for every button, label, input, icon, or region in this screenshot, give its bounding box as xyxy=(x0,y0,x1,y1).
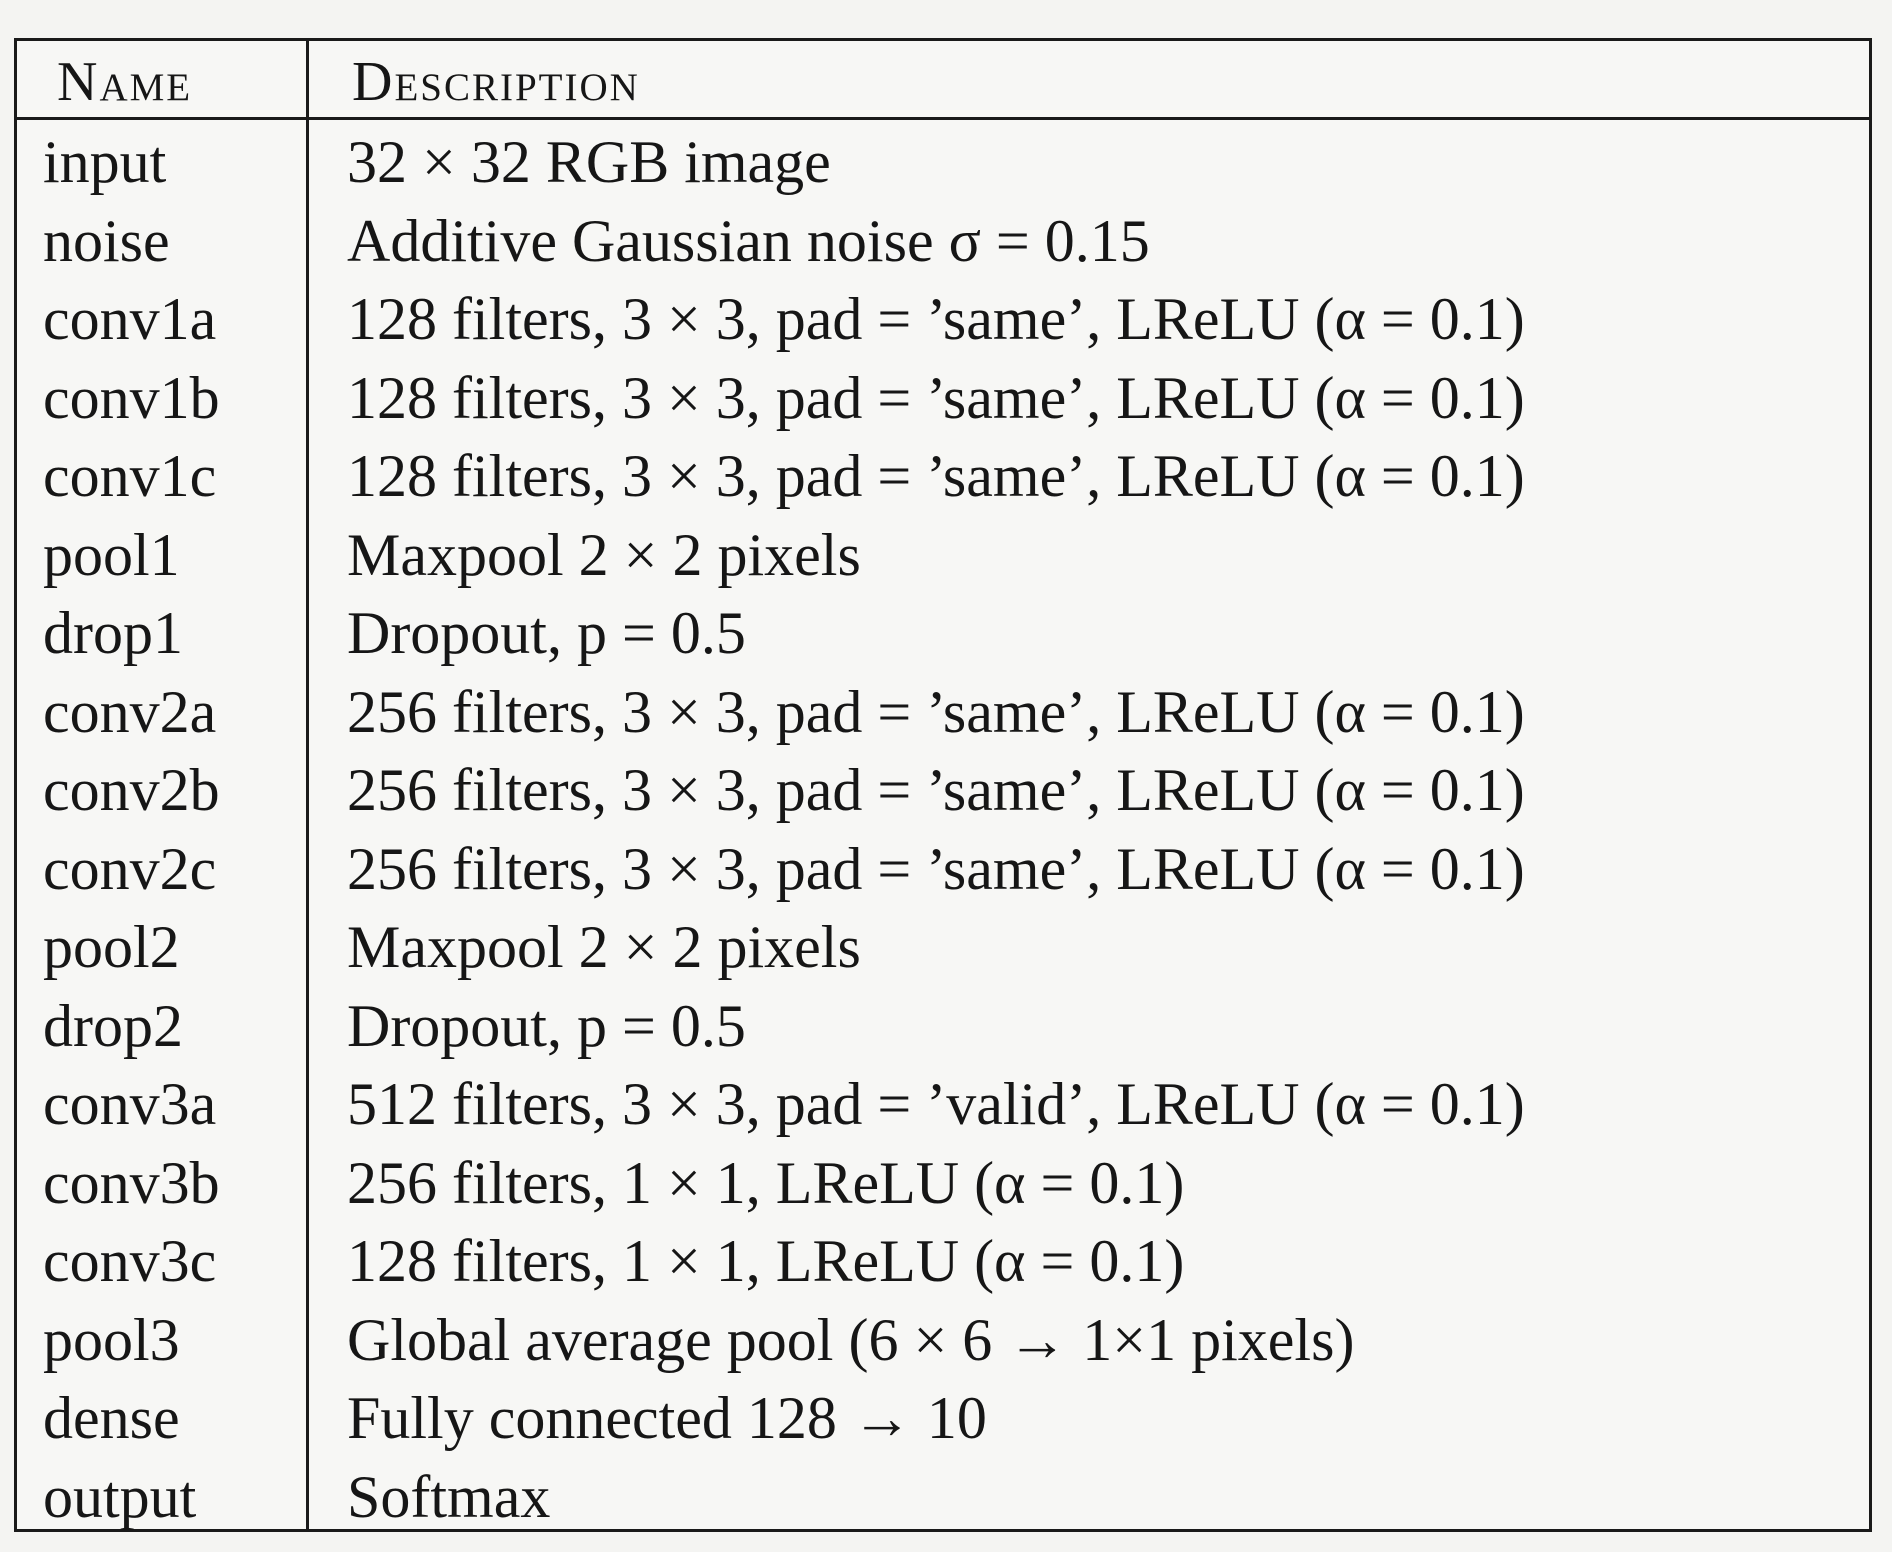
header-description: Description xyxy=(352,51,640,113)
header-rule xyxy=(17,117,1869,120)
layer-name: conv2c xyxy=(43,835,217,902)
layer-description: 512 filters, 3 × 3, pad = ’valid’, LReLU… xyxy=(347,1071,1525,1137)
table-row: conv3c 128 filters, 1 × 1, LReLU (α = 0.… xyxy=(17,1222,1869,1301)
layer-name: pool2 xyxy=(43,914,180,980)
layer-table: Name Description input 32 × 32 RGB image… xyxy=(14,38,1872,1532)
layer-name: pool3 xyxy=(43,1306,180,1373)
layer-description: 128 filters, 1 × 1, LReLU (α = 0.1) xyxy=(347,1228,1185,1294)
layer-description: Maxpool 2 × 2 pixels xyxy=(347,914,861,980)
layer-name: conv1c xyxy=(43,443,217,509)
layer-description: 32 × 32 RGB image xyxy=(347,129,831,195)
table-row: conv1c 128 filters, 3 × 3, pad = ’same’,… xyxy=(17,437,1869,516)
layer-description: Fully connected 128 → 10 xyxy=(347,1385,987,1451)
table-row: conv1a 128 filters, 3 × 3, pad = ’same’,… xyxy=(17,280,1869,359)
layer-name: drop2 xyxy=(43,992,183,1059)
layer-description: Additive Gaussian noise σ = 0.15 xyxy=(347,207,1150,274)
layer-name: conv1a xyxy=(43,286,217,352)
table-row: noise Additive Gaussian noise σ = 0.15 xyxy=(17,202,1869,281)
layer-name: conv1b xyxy=(43,364,220,431)
layer-name: input xyxy=(43,129,167,195)
layer-name: dense xyxy=(43,1385,180,1451)
layer-name: conv2a xyxy=(43,678,217,745)
table-row: input 32 × 32 RGB image xyxy=(17,123,1869,202)
header-name: Name xyxy=(57,51,193,113)
table-row: conv2b 256 filters, 3 × 3, pad = ’same’,… xyxy=(17,751,1869,830)
layer-name: pool1 xyxy=(43,521,180,588)
layer-description: 128 filters, 3 × 3, pad = ’same’, LReLU … xyxy=(347,443,1525,509)
layer-description: 256 filters, 3 × 3, pad = ’same’, LReLU … xyxy=(347,757,1525,823)
table-row: conv3b 256 filters, 1 × 1, LReLU (α = 0.… xyxy=(17,1144,1869,1223)
table-row: drop1 Dropout, p = 0.5 xyxy=(17,594,1869,673)
layer-description: Global average pool (6 × 6 → 1×1 pixels) xyxy=(347,1306,1355,1373)
table-row: conv1b 128 filters, 3 × 3, pad = ’same’,… xyxy=(17,359,1869,438)
table-row: output Softmax xyxy=(17,1458,1869,1537)
layer-description: Dropout, p = 0.5 xyxy=(347,992,746,1059)
layer-name: conv3a xyxy=(43,1071,217,1137)
table-row: conv3a 512 filters, 3 × 3, pad = ’valid’… xyxy=(17,1065,1869,1144)
table-row: pool3 Global average pool (6 × 6 → 1×1 p… xyxy=(17,1301,1869,1380)
layer-name: conv2b xyxy=(43,757,220,823)
table-row: drop2 Dropout, p = 0.5 xyxy=(17,987,1869,1066)
table-row: dense Fully connected 128 → 10 xyxy=(17,1379,1869,1458)
layer-name: conv3c xyxy=(43,1228,217,1294)
layer-name: drop1 xyxy=(43,600,183,666)
layer-description: 128 filters, 3 × 3, pad = ’same’, LReLU … xyxy=(347,364,1525,431)
table-row: pool2 Maxpool 2 × 2 pixels xyxy=(17,908,1869,987)
layer-description: 256 filters, 1 × 1, LReLU (α = 0.1) xyxy=(347,1149,1185,1216)
layer-description: 128 filters, 3 × 3, pad = ’same’, LReLU … xyxy=(347,286,1525,352)
layer-name: conv3b xyxy=(43,1149,220,1216)
layer-name: output xyxy=(43,1463,197,1530)
table-row: conv2a 256 filters, 3 × 3, pad = ’same’,… xyxy=(17,673,1869,752)
column-divider xyxy=(306,41,309,1529)
layer-description: Maxpool 2 × 2 pixels xyxy=(347,521,861,588)
layer-name: noise xyxy=(43,207,170,274)
table-row: pool1 Maxpool 2 × 2 pixels xyxy=(17,516,1869,595)
layer-description: 256 filters, 3 × 3, pad = ’same’, LReLU … xyxy=(347,835,1525,902)
layer-description: 256 filters, 3 × 3, pad = ’same’, LReLU … xyxy=(347,678,1525,745)
table-row: conv2c 256 filters, 3 × 3, pad = ’same’,… xyxy=(17,830,1869,909)
layer-description: Softmax xyxy=(347,1463,551,1530)
layer-description: Dropout, p = 0.5 xyxy=(347,600,746,666)
table-body: input 32 × 32 RGB image noise Additive G… xyxy=(17,123,1869,1536)
